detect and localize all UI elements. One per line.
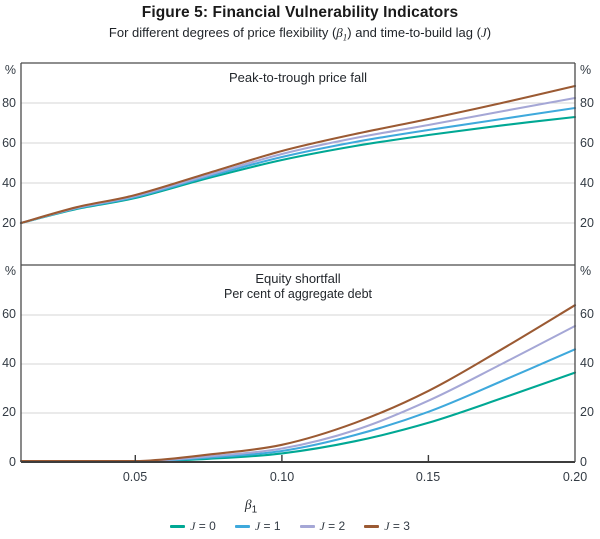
y-tick-right-60-panel1: 60 (580, 307, 594, 321)
y-tick-left-20-panel1: 20 (2, 405, 16, 419)
figure-subtitle: For different degrees of price flexibili… (0, 25, 600, 43)
j-symbol: J (480, 25, 487, 40)
y-tick-right-20-panel0: 20 (580, 216, 594, 230)
legend-swatch-j1 (234, 525, 250, 528)
legend-label-j2: J = 2 (319, 519, 346, 533)
y-tick-left-40-panel1: 40 (2, 356, 16, 370)
legend-item-j1: J = 1 (234, 519, 281, 534)
y-tick-right-80-panel0: 80 (580, 96, 594, 110)
beta-subscript: 1 (342, 32, 348, 43)
subtitle-text-1: For different degrees of price flexibili… (108, 25, 337, 40)
x-tick-label-0.20: 0.20 (562, 470, 588, 484)
y-tick-left-80-panel0: 80 (2, 96, 16, 110)
y-unit-left-panel0: % (4, 63, 16, 77)
legend-item-j2: J = 2 (299, 519, 346, 534)
top-panel-title: Peak-to-trough price fall (228, 70, 367, 85)
y-tick-right-20-panel1: 20 (580, 405, 594, 419)
x-tick-label-0.15: 0.15 (415, 470, 441, 484)
y-tick-right-0-panel1: 0 (580, 455, 587, 469)
subtitle-text-3: ) (486, 25, 492, 40)
subtitle-text-2: ) and time-to-build lag ( (347, 25, 481, 40)
series-line-j3-panel0 (19, 84, 577, 225)
series-line-j3-panel1 (19, 304, 577, 463)
legend-label-j1: J = 1 (254, 519, 281, 533)
legend-swatch-j2 (299, 525, 315, 528)
chart-legend: J = 0 J = 1 J = 2 J = 3 (0, 519, 580, 534)
legend-item-j3: J = 3 (364, 519, 410, 534)
y-tick-left-40-panel0: 40 (2, 176, 16, 190)
x-tick-label-0.05: 0.05 (122, 470, 148, 484)
y-tick-left-60-panel1: 60 (2, 307, 16, 321)
bottom-panel-title: Equity shortfall (255, 271, 341, 286)
y-tick-right-40-panel1: 40 (580, 356, 594, 370)
y-unit-right-panel1: % (580, 264, 592, 278)
figure-title: Figure 5: Financial Vulnerability Indica… (141, 4, 459, 21)
y-tick-left-20-panel0: 20 (2, 216, 16, 230)
x-axis-beta-subscript: 1 (251, 504, 258, 516)
beta-symbol: β (336, 25, 343, 40)
series-line-j0-panel0 (19, 115, 577, 225)
y-unit-left-panel1: % (4, 264, 16, 278)
legend-label-j3: J = 3 (384, 519, 410, 533)
legend-swatch-j0 (170, 525, 186, 528)
y-tick-left-0-panel1: 0 (9, 455, 16, 469)
legend-swatch-j3 (364, 525, 380, 528)
y-tick-right-60-panel0: 60 (580, 136, 594, 150)
x-tick-label-0.10: 0.10 (269, 470, 295, 484)
bottom-panel-subtitle: Per cent of aggregate debt (223, 287, 373, 301)
y-unit-right-panel0: % (580, 63, 592, 77)
legend-label-j0: J = 0 (190, 519, 216, 533)
y-tick-right-40-panel0: 40 (580, 176, 594, 190)
x-axis-beta-symbol: β (244, 497, 252, 512)
x-axis-title: β1 (231, 497, 271, 516)
legend-item-j0: J = 0 (170, 519, 216, 534)
series-line-j1-panel0 (19, 106, 577, 225)
y-tick-left-60-panel0: 60 (2, 136, 16, 150)
